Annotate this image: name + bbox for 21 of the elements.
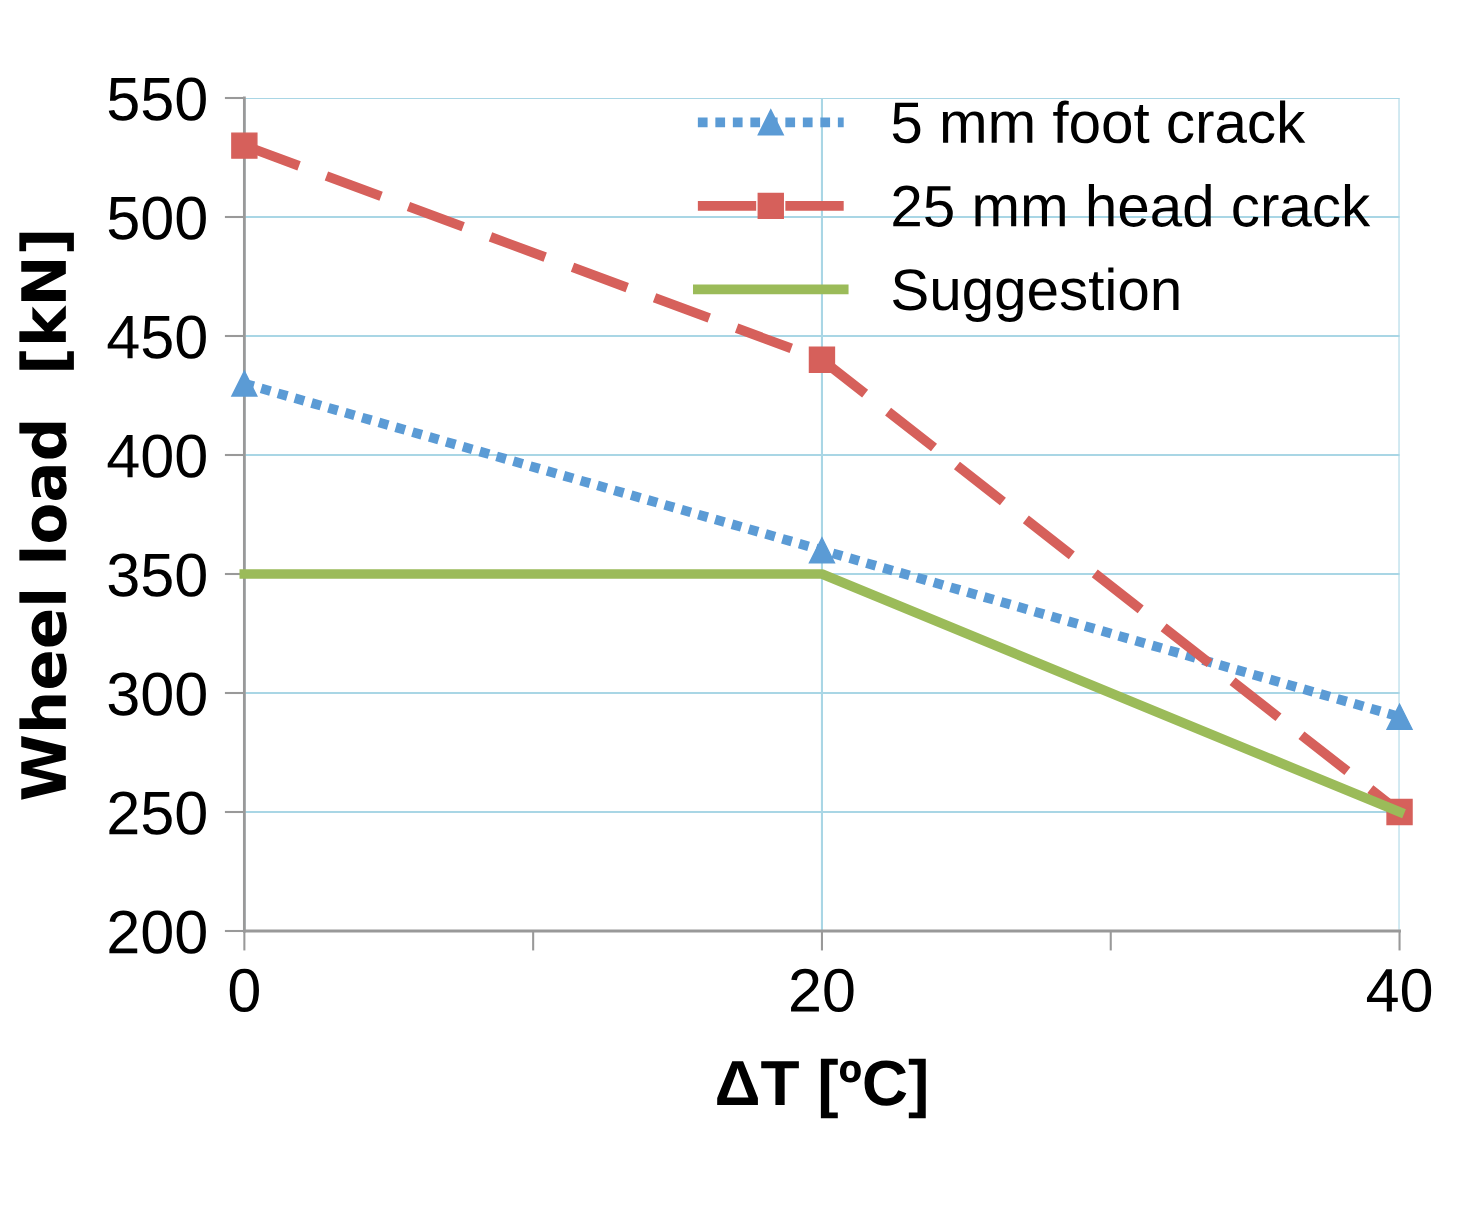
legend-label: 5 mm foot crack [892,100,1306,144]
x-axis-title: ΔT [ºC] [717,1058,926,1119]
point [808,537,836,564]
y-tick-label: 550 [108,77,206,121]
x-tick-label: 40 [1366,968,1432,1012]
y-tick-label: 200 [109,910,206,954]
legend-label: 25 mm head crack [893,184,1371,227]
x-tick-label: 0 [229,968,259,1012]
point [808,346,836,373]
point [231,132,258,159]
point [231,370,258,397]
legend-label: Suggestion [893,267,1179,322]
y-tick-label: 250 [109,791,206,835]
y-tick-label: 300 [108,672,206,716]
y-tick-label: 450 [107,315,206,359]
y-tick-label: 400 [107,434,206,478]
x-tick-label: 20 [791,968,854,1012]
y-tick-label: 350 [108,553,206,597]
y-axis-title: Wheel load [kN] [19,232,74,800]
point [1386,703,1413,730]
y-tick-label: 500 [108,196,206,240]
